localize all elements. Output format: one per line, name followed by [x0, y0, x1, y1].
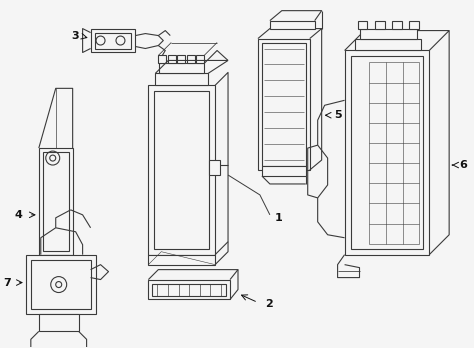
Polygon shape: [196, 55, 204, 63]
Polygon shape: [148, 279, 230, 300]
Polygon shape: [91, 29, 136, 53]
Circle shape: [50, 155, 56, 161]
Polygon shape: [43, 255, 69, 271]
Text: 6: 6: [459, 160, 467, 170]
Polygon shape: [262, 166, 306, 176]
Polygon shape: [410, 21, 419, 29]
Text: 5: 5: [335, 110, 342, 120]
Text: 4: 4: [15, 210, 23, 220]
Polygon shape: [345, 50, 429, 255]
Polygon shape: [392, 21, 402, 29]
Polygon shape: [355, 39, 421, 50]
Polygon shape: [148, 85, 215, 255]
Polygon shape: [351, 56, 423, 249]
Polygon shape: [177, 55, 185, 63]
Polygon shape: [26, 255, 96, 315]
Polygon shape: [39, 148, 73, 255]
Polygon shape: [148, 255, 215, 264]
Polygon shape: [375, 21, 385, 29]
Circle shape: [56, 282, 62, 287]
Polygon shape: [258, 39, 310, 170]
Polygon shape: [159, 63, 204, 73]
Polygon shape: [39, 315, 79, 331]
Polygon shape: [152, 284, 226, 295]
Polygon shape: [155, 91, 209, 249]
Polygon shape: [262, 42, 306, 166]
Polygon shape: [270, 21, 315, 29]
Text: 1: 1: [275, 213, 283, 223]
Text: 3: 3: [71, 31, 79, 41]
Polygon shape: [31, 260, 91, 309]
Polygon shape: [95, 33, 131, 48]
Polygon shape: [155, 73, 208, 85]
Polygon shape: [209, 160, 220, 175]
Text: 7: 7: [3, 278, 11, 287]
Polygon shape: [43, 152, 69, 251]
Polygon shape: [357, 21, 367, 29]
Polygon shape: [168, 55, 176, 63]
Polygon shape: [158, 55, 166, 63]
Text: 2: 2: [265, 300, 273, 309]
Polygon shape: [359, 29, 417, 39]
Polygon shape: [187, 55, 195, 63]
